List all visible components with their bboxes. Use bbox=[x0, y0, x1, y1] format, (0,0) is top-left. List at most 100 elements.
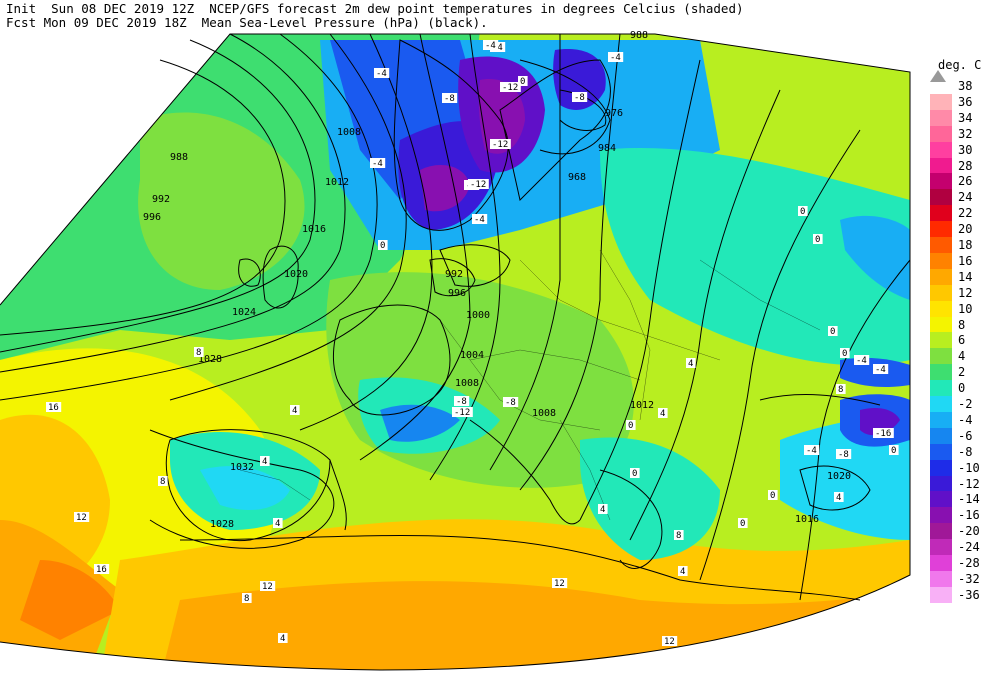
temperature-label-box bbox=[74, 512, 90, 522]
isobar-label: 1024 bbox=[232, 307, 256, 318]
legend-swatch bbox=[930, 332, 952, 349]
legend-swatch bbox=[930, 173, 952, 190]
temperature-label: 12 bbox=[76, 513, 87, 523]
legend-swatch bbox=[930, 300, 952, 317]
temperature-label-box bbox=[273, 518, 283, 528]
legend-swatch bbox=[930, 237, 952, 253]
legend-label: 26 bbox=[958, 174, 973, 189]
legend-swatch bbox=[930, 141, 952, 158]
isobar-label: 984 bbox=[598, 143, 616, 154]
temperature-label: -4 bbox=[474, 215, 485, 225]
isobar-label: 996 bbox=[143, 212, 161, 223]
temperature-label-box bbox=[454, 396, 470, 406]
legend-swatch bbox=[930, 427, 952, 444]
legend-label: 2 bbox=[958, 365, 966, 380]
temperature-label: 4 bbox=[292, 406, 297, 416]
legend-label: 28 bbox=[958, 158, 973, 173]
legend-swatch bbox=[930, 268, 952, 285]
legend-label: -16 bbox=[958, 508, 980, 523]
temperature-label-box bbox=[836, 384, 846, 394]
legend-swatch bbox=[930, 396, 952, 412]
temperature-label: 12 bbox=[664, 637, 675, 647]
coastlines bbox=[165, 39, 881, 601]
temperature-label: -12 bbox=[454, 408, 470, 418]
temperature-label-box bbox=[158, 476, 168, 486]
isobar-label: 1008 bbox=[455, 378, 479, 389]
temperature-label-box bbox=[194, 347, 204, 357]
legend-swatch bbox=[930, 475, 952, 492]
legend-label: 20 bbox=[958, 222, 973, 237]
temperature-label-box bbox=[518, 76, 528, 86]
temperature-label-box bbox=[242, 593, 252, 603]
temperature-label: 12 bbox=[262, 582, 273, 592]
temperature-label-box bbox=[370, 158, 386, 168]
isobar-label: 1020 bbox=[827, 471, 851, 482]
temperature-label: -8 bbox=[505, 398, 516, 408]
legend-label: -28 bbox=[958, 556, 980, 570]
legend-swatch bbox=[930, 157, 952, 174]
legend-label: 8 bbox=[958, 317, 966, 332]
legend-swatch bbox=[930, 491, 952, 508]
temperature-label-box bbox=[813, 234, 823, 244]
temperature-label: 4 bbox=[262, 457, 267, 467]
legend-label: -6 bbox=[958, 428, 973, 443]
isobar-label: 1028 bbox=[198, 354, 222, 365]
isobar-label: 1008 bbox=[337, 127, 361, 138]
temperature-label-box bbox=[836, 449, 852, 459]
temperature-label-box bbox=[686, 358, 696, 368]
temperature-label-box bbox=[889, 445, 899, 455]
temperature-label-box bbox=[290, 405, 300, 415]
temperature-label: 0 bbox=[628, 421, 633, 431]
temperature-label: 4 bbox=[680, 567, 685, 577]
legend-label: 24 bbox=[958, 190, 973, 205]
legend-swatch bbox=[930, 189, 952, 206]
legend-label: -20 bbox=[958, 524, 980, 539]
legend-label: 34 bbox=[958, 110, 973, 125]
isobar-label: 992 bbox=[445, 269, 463, 280]
legend-swatch bbox=[930, 316, 952, 333]
temperature-label: 8 bbox=[160, 477, 165, 487]
temperature-label: 0 bbox=[815, 235, 820, 245]
isobar-label: 1004 bbox=[460, 350, 484, 361]
temperature-label: -12 bbox=[470, 180, 486, 190]
temperature-label-box bbox=[552, 578, 568, 588]
legend-swatch bbox=[930, 205, 952, 222]
temperature-label: -4 bbox=[485, 41, 496, 51]
temperature-label: -4 bbox=[806, 446, 817, 456]
isobar-label: 988 bbox=[630, 30, 648, 41]
temperature-label: 4 bbox=[688, 359, 693, 369]
temperature-label-box bbox=[483, 40, 499, 50]
country-borders bbox=[239, 249, 821, 521]
legend-label: -36 bbox=[958, 587, 980, 602]
temperature-label-box bbox=[490, 139, 511, 149]
legend-swatch bbox=[930, 109, 952, 126]
temperature-label: 0 bbox=[740, 519, 745, 529]
temperature-label: -4 bbox=[372, 159, 383, 169]
isobar-label: 1016 bbox=[302, 224, 326, 235]
legend-swatch bbox=[930, 221, 952, 238]
legend-swatch bbox=[930, 380, 952, 397]
temperature-label: 8 bbox=[676, 531, 681, 541]
legend-label: -12 bbox=[958, 476, 980, 491]
temperature-label: 0 bbox=[770, 491, 775, 501]
isobar-label: 968 bbox=[568, 172, 586, 183]
temperature-label: 0 bbox=[632, 469, 637, 479]
temperature-label-box bbox=[94, 564, 110, 574]
temperature-label: 4 bbox=[836, 493, 841, 503]
temperature-label: 16 bbox=[48, 403, 59, 413]
legend-swatch bbox=[930, 507, 952, 524]
legend-swatch bbox=[930, 523, 952, 540]
temperature-label-box bbox=[260, 456, 270, 466]
temperature-label-box bbox=[572, 92, 588, 102]
temperature-label-box bbox=[472, 214, 488, 224]
isobar-labels: 988 992 996 1008 1012 1016 1020 1024 1028 1032 102… bbox=[143, 30, 851, 530]
legend-unit: deg. C bbox=[938, 58, 982, 72]
legend-label: -14 bbox=[958, 492, 980, 507]
isobar-label: 996 bbox=[448, 288, 466, 299]
temperature-label: 8 bbox=[838, 385, 843, 395]
map-title-line-2: Fcst Mon 09 DEC 2019 18Z Mean Sea-Level … bbox=[6, 15, 488, 30]
temperature-label: 4 bbox=[280, 634, 285, 644]
isobar-label: 1012 bbox=[325, 177, 349, 188]
temperature-label: 4 bbox=[600, 505, 605, 515]
map-title-line-1: Init Sun 08 DEC 2019 12Z NCEP/GFS foreca… bbox=[6, 1, 744, 16]
